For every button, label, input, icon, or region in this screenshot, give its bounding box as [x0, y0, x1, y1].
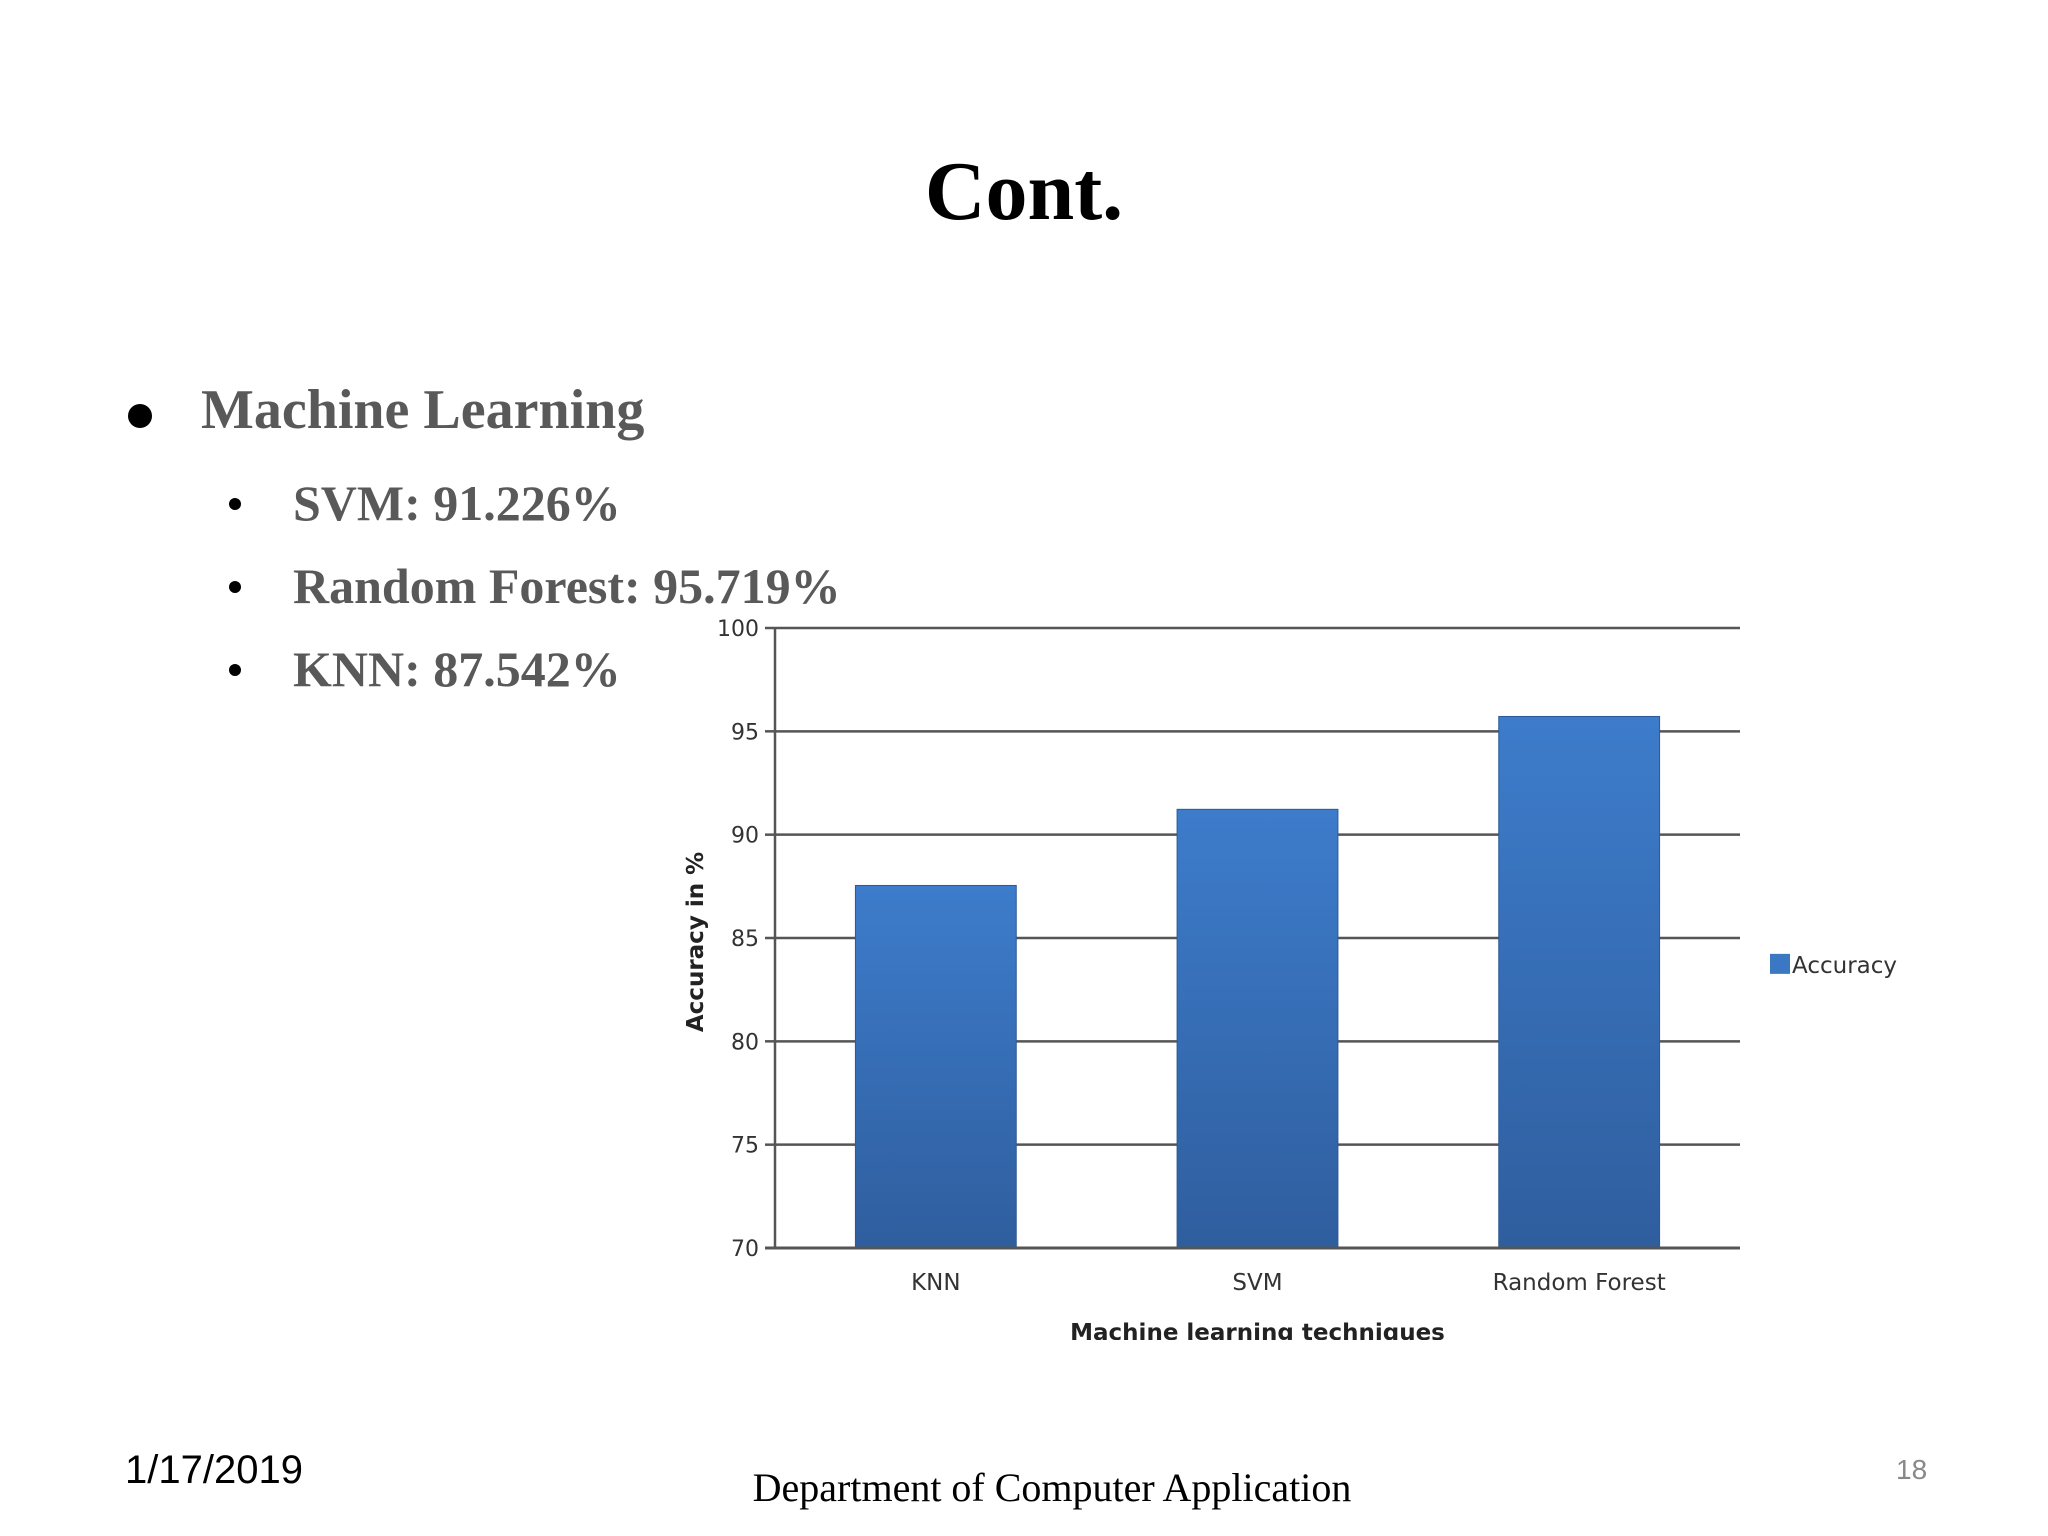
accuracy-bar-chart: 70 75 80 85 90 95 100 KNN SVM Random Forest Machin… [683, 617, 1897, 1340]
sub-bullet-text: SVM: 91.226% [293, 475, 621, 531]
sub-bullet-text: Random Forest: 95.719% [293, 558, 841, 614]
slide-title: Cont. [924, 145, 1124, 238]
legend-swatch [1770, 953, 1790, 974]
y-tick-label: 95 [731, 720, 759, 745]
y-tick-label: 100 [717, 617, 759, 642]
bar-random-forest [1498, 715, 1661, 1249]
x-tick-label: Random Forest [1493, 1270, 1666, 1296]
bar-svm [1176, 808, 1339, 1249]
sub-bullet-dot [229, 498, 241, 510]
sub-bullet-dot [229, 581, 241, 593]
bars [854, 715, 1661, 1249]
y-tick-label: 85 [731, 927, 759, 952]
footer-date: 1/17/2019 [125, 1448, 303, 1492]
y-axis-title: Accuracy in % [683, 852, 709, 1032]
axes [765, 626, 1740, 1250]
sub-bullet-text: KNN: 87.542% [293, 641, 621, 697]
y-tick-label: 80 [731, 1030, 759, 1055]
x-tick-label: KNN [911, 1270, 961, 1296]
page-number: 18 [1896, 1454, 1928, 1485]
y-tick-label: 90 [731, 824, 759, 849]
x-tick-label: SVM [1232, 1270, 1282, 1296]
y-tick-label: 75 [731, 1134, 759, 1159]
bullet-dot [128, 404, 152, 428]
legend-label: Accuracy [1792, 953, 1897, 979]
y-tick-label: 70 [731, 1237, 759, 1262]
labels: 70 75 80 85 90 95 100 KNN SVM Random Forest Machin… [683, 617, 1897, 1340]
sub-bullet-dot [229, 664, 241, 676]
x-axis-title: Machine learning techniques [1070, 1320, 1445, 1340]
bar-knn [854, 884, 1017, 1249]
bullet-text: Machine Learning [201, 379, 645, 441]
footer-department: Department of Computer Application [752, 1465, 1352, 1510]
